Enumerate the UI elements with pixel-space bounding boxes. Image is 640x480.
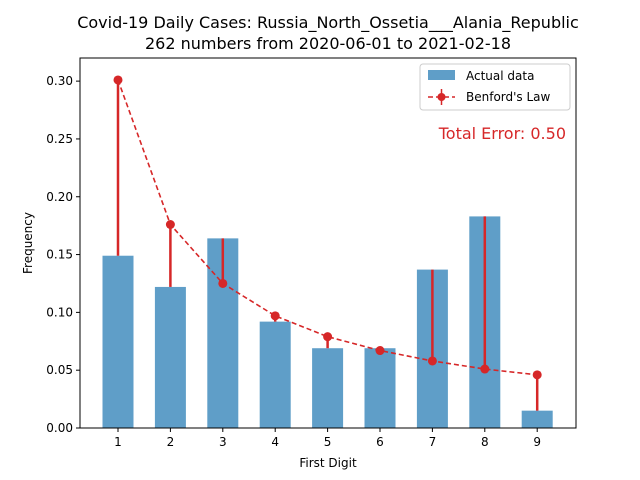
x-tick-label-9: 9: [533, 435, 541, 449]
benford-point-digit-6: [375, 346, 385, 356]
x-tick-label-8: 8: [481, 435, 489, 449]
benford-point-digit-8: [480, 364, 490, 374]
y-tick-label-3: 0.15: [46, 248, 73, 262]
legend-swatch-benford-marker: [437, 93, 446, 101]
legend-label-benford: Benford's Law: [466, 90, 551, 104]
legend: Actual data Benford's Law: [419, 63, 571, 111]
x-tick-label-3: 3: [219, 435, 227, 449]
bar-digit-9: [521, 410, 553, 428]
y-tick-label-4: 0.20: [46, 190, 73, 204]
x-tick-label-1: 1: [114, 435, 122, 449]
chart-title: Covid-19 Daily Cases: Russia_North_Osset…: [77, 13, 579, 33]
y-tick-label-1: 0.05: [46, 363, 73, 377]
x-tick-label-6: 6: [376, 435, 384, 449]
benford-point-digit-7: [427, 356, 437, 366]
bar-digit-2: [154, 286, 186, 428]
x-tick-label-2: 2: [167, 435, 175, 449]
benford-point-digit-1: [113, 75, 123, 85]
x-axis-label: First Digit: [299, 456, 357, 470]
y-tick-label-6: 0.30: [46, 74, 73, 88]
bar-digit-5: [312, 348, 344, 428]
benford-point-digit-9: [532, 370, 542, 380]
benford-line: [117, 79, 538, 376]
chart-subtitle: 262 numbers from 2020-06-01 to 2021-02-1…: [145, 34, 511, 53]
y-tick-label-0: 0.00: [46, 421, 73, 435]
benford-point-digit-4: [270, 311, 280, 321]
x-tick-label-4: 4: [271, 435, 279, 449]
bar-digit-6: [364, 348, 396, 428]
benford-point-digit-3: [218, 278, 228, 288]
x-axis-ticks: 1 2 3 4 5 6 7 8 9: [114, 428, 541, 449]
y-axis-label: Frequency: [21, 212, 35, 274]
bar-digit-4: [259, 321, 291, 428]
y-tick-label-2: 0.10: [46, 305, 73, 319]
legend-swatch-actual: [428, 70, 455, 80]
benford-point-digit-2: [165, 220, 175, 229]
benford-point-digit-5: [323, 332, 333, 342]
legend-label-actual: Actual data: [466, 69, 534, 83]
bar-digit-1: [102, 255, 134, 428]
legend-box: [419, 63, 571, 111]
x-tick-label-5: 5: [324, 435, 332, 449]
total-error-annotation: Total Error: 0.50: [438, 124, 566, 143]
bar-series: [102, 216, 553, 428]
x-tick-label-7: 7: [429, 435, 437, 449]
benford-series: [113, 75, 542, 380]
y-tick-label-5: 0.25: [46, 132, 73, 146]
y-axis-ticks: 0.00 0.05 0.10 0.15 0.20 0.25 0.30: [46, 74, 80, 435]
error-stems: [116, 79, 539, 411]
